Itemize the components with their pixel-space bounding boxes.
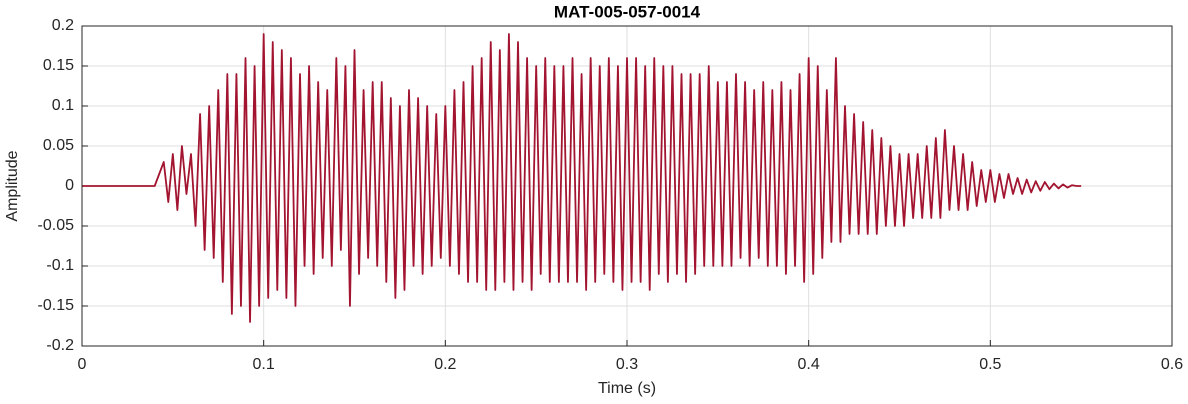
y-tick-label: 0.05 [43,137,74,154]
y-axis-label: Amplitude [4,150,21,221]
y-tick-label: 0 [65,177,74,194]
y-tick-label: 0.15 [43,57,74,74]
x-tick-label: 0.1 [253,356,275,373]
y-tick-label: -0.1 [46,257,74,274]
y-tick-label: -0.15 [38,297,75,314]
x-tick-label: 0.4 [798,356,820,373]
x-tick-label: 0.5 [979,356,1001,373]
x-tick-label: 0 [78,356,87,373]
y-tick-label: 0.1 [52,97,74,114]
y-tick-label: -0.2 [46,337,74,354]
chart-title: MAT-005-057-0014 [554,2,701,21]
waveform-line [82,33,1082,323]
x-tick-label: 0.3 [616,356,638,373]
y-tick-label: 0.2 [52,17,74,34]
x-axis-label: Time (s) [598,380,656,397]
axes-box [81,25,1173,347]
y-tick-label: -0.05 [38,217,75,234]
x-tick-label: 0.2 [434,356,456,373]
x-tick-label: 0.6 [1161,356,1183,373]
